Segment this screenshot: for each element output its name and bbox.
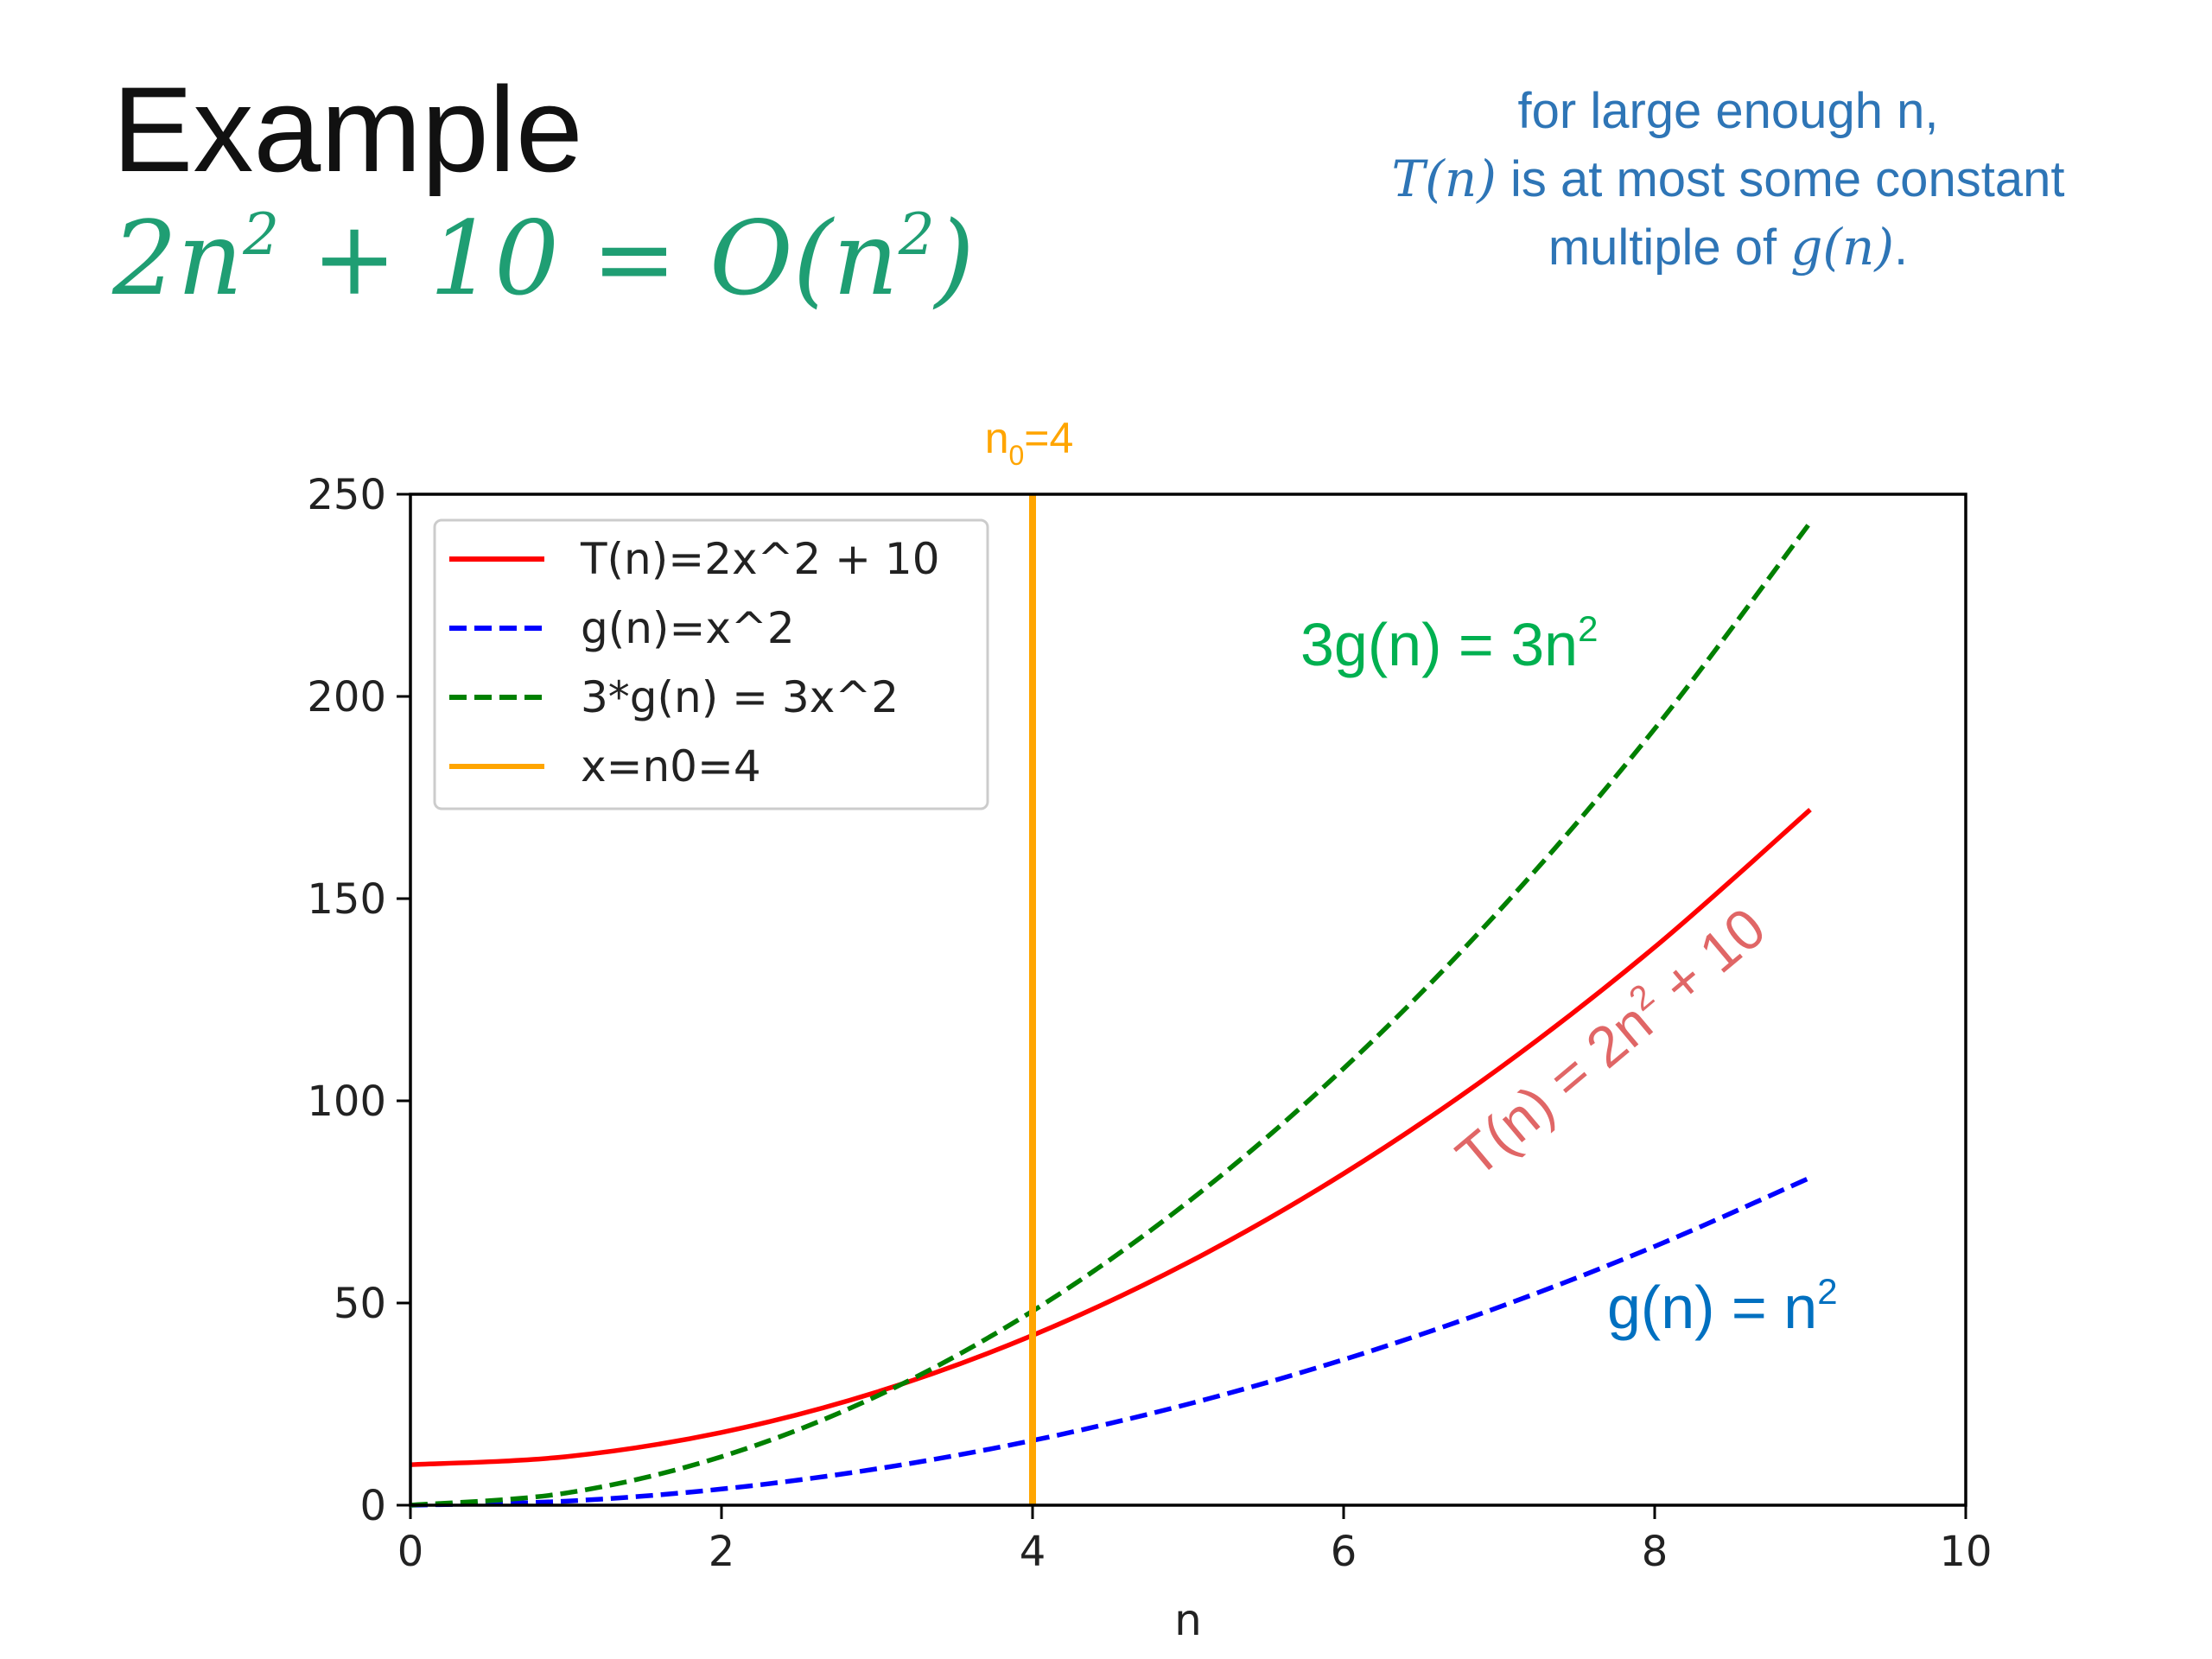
- x-tick-label: 4: [1020, 1528, 1046, 1576]
- legend-entry: g(n)=x^2: [581, 603, 795, 653]
- note-line-2: T(n) is at most some constant: [1391, 149, 2065, 208]
- y-tick-label: 250: [307, 471, 386, 519]
- note-line-3: multiple of g(n).: [1548, 218, 1909, 276]
- annotation-g: g(n) = n2: [1607, 1271, 1838, 1341]
- legend-box: [433, 518, 989, 810]
- slide-title: Example: [112, 61, 583, 197]
- legend-entry: 3*g(n) = 3x^2: [581, 672, 899, 722]
- annotation-t: T(n) = 2n2 + 10: [1444, 894, 1777, 1189]
- y-tick-label: 100: [307, 1077, 386, 1126]
- legend: T(n)=2x^2 + 10 g(n)=x^2 3*g(n) = 3x^2 x=n0=…: [433, 518, 989, 810]
- formula: 2n2 + 10 = O(n2): [112, 199, 975, 318]
- y-tick-label: 50: [334, 1280, 386, 1328]
- legend-entry: T(n)=2x^2 + 10: [580, 534, 940, 584]
- annotation-3g: 3g(n) = 3n2: [1300, 608, 1598, 678]
- x-axis-label: n: [1174, 1595, 1202, 1645]
- note-text: for large enough n, T(n) is at most some…: [1296, 78, 2160, 282]
- y-tick-label: 0: [359, 1482, 386, 1530]
- legend-entry: x=n0=4: [581, 741, 761, 791]
- series-line-2: [410, 1175, 1812, 1508]
- x-tick-label: 2: [709, 1528, 735, 1576]
- series-line-3: [410, 521, 1813, 1508]
- note-line-1: for large enough n,: [1517, 83, 1939, 139]
- series-line-1: [410, 807, 1812, 1467]
- n0-label: n0=4: [985, 414, 1074, 471]
- x-tick-label: 6: [1331, 1528, 1357, 1576]
- x-tick-label: 10: [1939, 1528, 1992, 1576]
- x-tick-label: 8: [1642, 1528, 1669, 1576]
- plot-frame: [409, 493, 1967, 1507]
- y-tick-label: 150: [307, 875, 386, 924]
- x-tick-label: 0: [397, 1528, 424, 1576]
- y-tick-label: 200: [307, 673, 386, 721]
